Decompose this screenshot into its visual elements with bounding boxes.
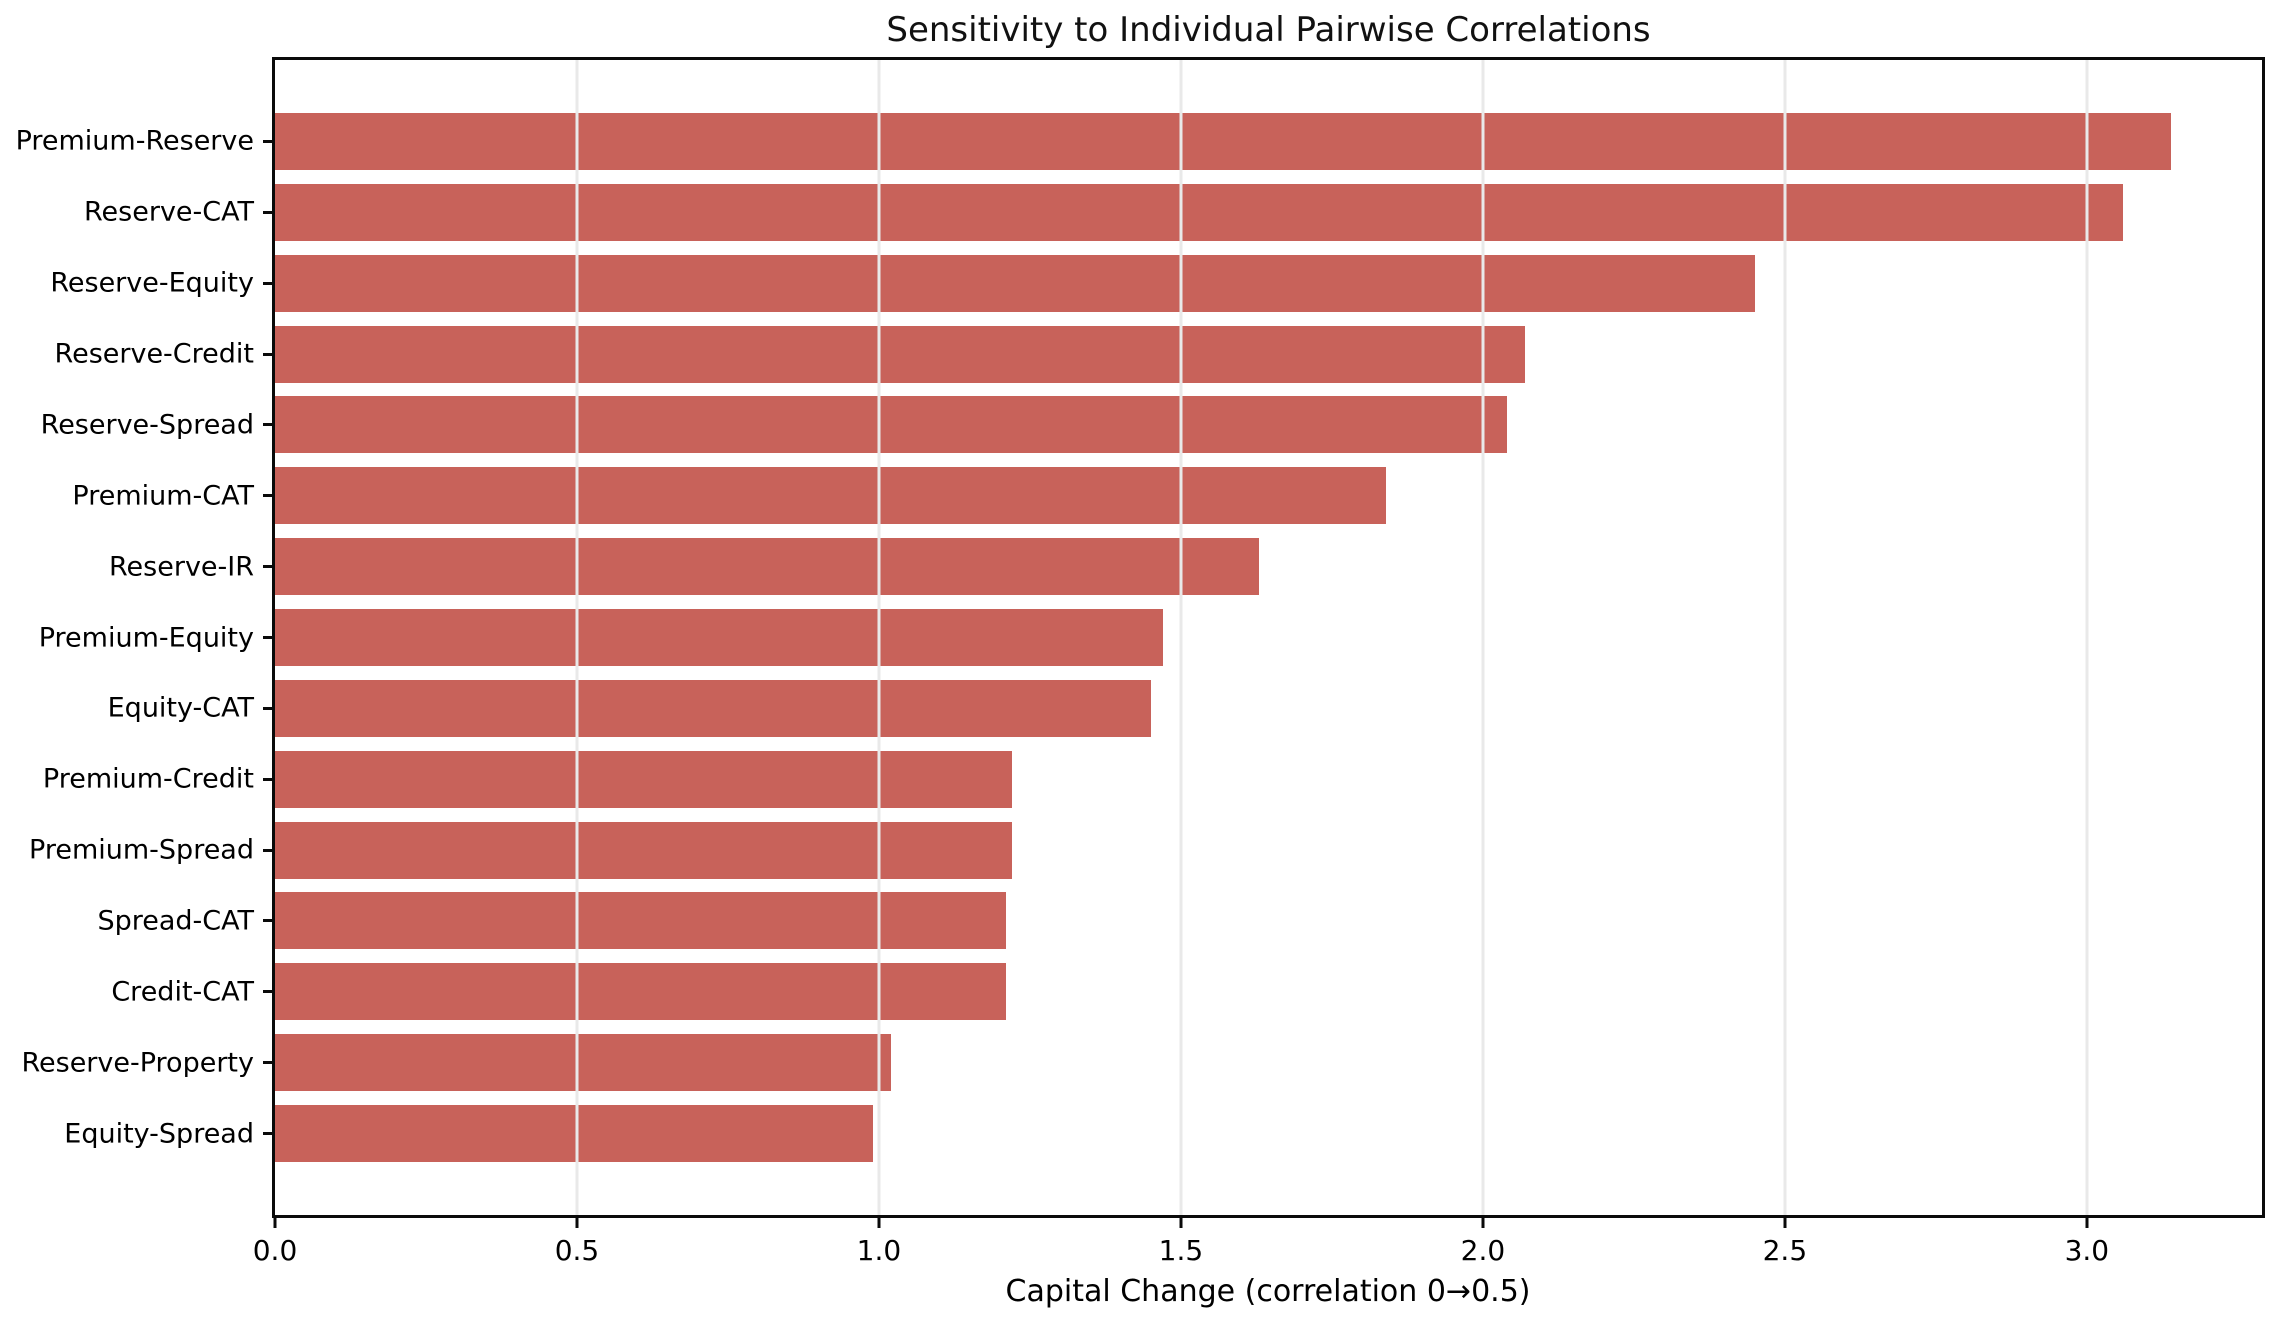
x-tick-mark	[877, 1218, 881, 1228]
y-tick-label: Reserve-IR	[109, 551, 254, 583]
y-tick-label: Premium-Equity	[38, 622, 254, 653]
y-tick-mark	[263, 990, 272, 994]
bar	[275, 396, 1508, 454]
y-tick-label: Reserve-CAT	[84, 196, 254, 228]
x-tick-mark	[2085, 1218, 2089, 1228]
x-tick-mark	[273, 1218, 277, 1228]
chart-title: Sensitivity to Individual Pairwise Corre…	[886, 10, 1651, 50]
y-tick-mark	[263, 494, 272, 498]
bar	[275, 538, 1260, 596]
y-tick-mark	[263, 139, 272, 143]
x-tick-mark	[1481, 1218, 1485, 1228]
bar	[275, 254, 1755, 312]
plot-area	[272, 57, 2265, 1218]
y-tick-mark	[263, 281, 272, 285]
plot-inner	[275, 60, 2262, 1215]
y-tick-label: Premium-Reserve	[15, 125, 254, 157]
x-tick-mark	[1179, 1218, 1183, 1228]
bar	[275, 1105, 873, 1163]
y-tick-label: Reserve-Credit	[54, 338, 254, 370]
y-tick-mark	[263, 352, 272, 356]
y-tick-mark	[263, 423, 272, 427]
y-tick-mark	[263, 565, 272, 569]
y-tick-label: Equity-Spread	[64, 1118, 254, 1150]
gridline	[575, 60, 579, 1215]
y-tick-mark	[263, 636, 272, 639]
bar	[275, 679, 1151, 737]
y-tick-mark	[263, 706, 272, 710]
x-tick-mark	[1783, 1218, 1787, 1228]
bar	[275, 963, 1006, 1021]
gridline	[2085, 60, 2089, 1215]
bar	[275, 750, 1012, 808]
y-tick-label: Spread-CAT	[97, 905, 254, 937]
bar	[275, 1034, 892, 1092]
y-tick-label: Premium-Spread	[29, 834, 254, 866]
y-tick-mark	[263, 1061, 272, 1065]
x-tick-label: 3.0	[2064, 1234, 2110, 1267]
bar	[275, 467, 1387, 525]
x-axis-label: Capital Change (correlation 0→0.5)	[1005, 1274, 1531, 1309]
y-tick-label: Equity-CAT	[107, 692, 254, 724]
gridline	[877, 60, 881, 1215]
y-tick-label: Premium-Credit	[42, 763, 254, 795]
x-tick-mark	[575, 1218, 579, 1228]
y-tick-mark	[263, 210, 272, 214]
gridline	[1783, 60, 1787, 1215]
x-tick-label: 1.0	[856, 1234, 902, 1267]
y-tick-label: Reserve-Equity	[50, 267, 254, 299]
bar	[275, 183, 2124, 241]
bar	[275, 325, 1526, 383]
x-tick-label: 1.5	[1158, 1234, 1204, 1267]
x-tick-label: 2.5	[1762, 1234, 1808, 1267]
x-tick-label: 0.5	[554, 1234, 600, 1267]
y-tick-mark	[263, 848, 272, 852]
y-tick-label: Premium-CAT	[72, 480, 254, 512]
y-tick-label: Credit-CAT	[111, 976, 254, 1008]
bar	[275, 609, 1163, 666]
y-tick-mark	[263, 1132, 272, 1136]
x-tick-label: 2.0	[1460, 1234, 1506, 1267]
gridline	[1179, 60, 1183, 1215]
y-tick-label: Reserve-Property	[21, 1047, 254, 1079]
bar	[275, 112, 2172, 170]
gridline	[1481, 60, 1485, 1215]
bar	[275, 821, 1012, 879]
y-tick-mark	[263, 919, 272, 923]
bar	[275, 892, 1006, 950]
x-tick-label: 0.0	[252, 1234, 298, 1267]
y-tick-label: Reserve-Spread	[40, 409, 254, 441]
y-tick-mark	[263, 777, 272, 781]
